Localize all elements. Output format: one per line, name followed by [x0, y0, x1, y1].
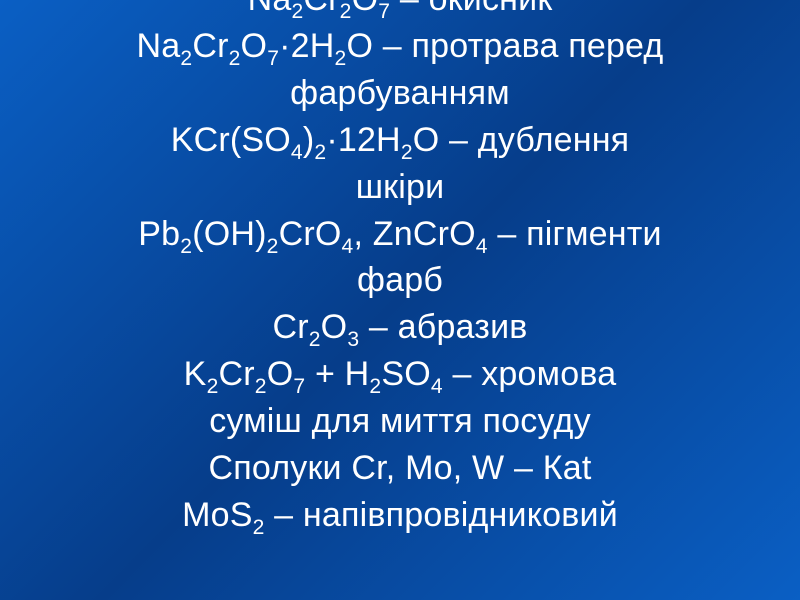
- text-line-9: суміш для миття посуду: [209, 398, 591, 445]
- text-line-6: фарб: [357, 257, 443, 304]
- text-line-5: Pb2(OH)2CrO4, ZnCrO4 – пігменти: [138, 211, 661, 258]
- text-line-3: KCr(SO4)2·12H2O – дублення: [171, 117, 630, 164]
- text-line-8: K2Cr2O7 + H2SO4 – хромова: [184, 351, 617, 398]
- slide-container: Na2Cr2O7 – окисник Na2Cr2O7·2H2O – протр…: [0, 0, 800, 600]
- text-line-11: MoS2 – напівпровідниковий: [182, 492, 618, 539]
- text-line-4: шкіри: [356, 164, 445, 211]
- text-line-10: Сполуки Cr, Mo, W – Каt: [209, 445, 592, 492]
- text-line-2: фарбуванням: [290, 70, 510, 117]
- text-line-0: Na2Cr2O7 – окисник: [248, 0, 553, 23]
- text-line-7: Cr2O3 – абразив: [272, 304, 527, 351]
- text-line-1: Na2Cr2O7·2H2O – протрава перед: [137, 23, 664, 70]
